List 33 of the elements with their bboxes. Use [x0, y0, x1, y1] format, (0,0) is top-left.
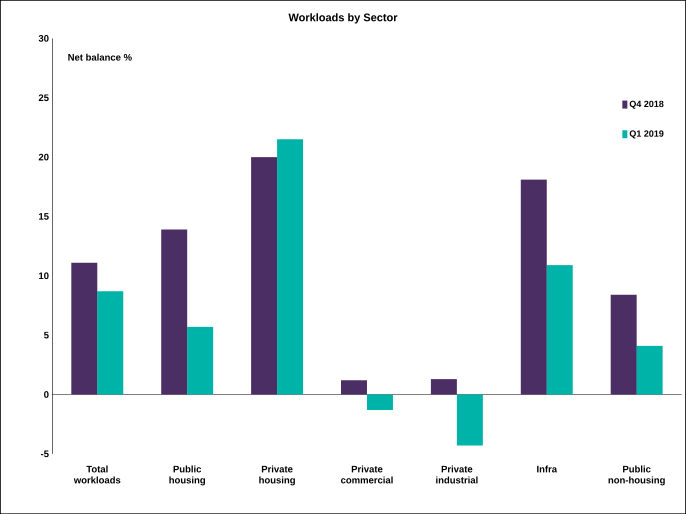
legend-label: Q1 2019 — [630, 130, 664, 138]
chart-title: Workloads by Sector — [288, 13, 398, 24]
y-tick-label: 20 — [38, 154, 49, 160]
bar — [366, 394, 393, 410]
x-tick-label: Private housing — [259, 465, 295, 486]
bar — [520, 180, 547, 394]
bar — [546, 265, 573, 394]
y-tick-label: 30 — [38, 34, 49, 42]
bar — [341, 380, 367, 394]
bar — [187, 326, 214, 394]
bar — [610, 294, 637, 394]
x-tick-label: Public non-housing — [608, 465, 665, 486]
y-tick-label: 5 — [44, 332, 49, 338]
y-tick-label: -5 — [40, 450, 49, 458]
y-tick-label: 25 — [38, 94, 49, 101]
bar — [636, 346, 663, 394]
bar — [277, 139, 304, 394]
y-tick-label: 15 — [39, 213, 49, 220]
y-axis-title: Net balance % — [68, 54, 132, 61]
y-tick-label: 0 — [44, 391, 49, 398]
x-tick-label: Public housing — [169, 465, 206, 486]
x-tick-label: Private commercial — [340, 465, 393, 484]
legend-label: Q4 2018 — [630, 100, 664, 109]
x-tick-label: Total workloads — [74, 465, 120, 484]
bar — [430, 378, 457, 394]
x-tick-label: Infra — [537, 465, 558, 472]
y-tick-label: 10 — [39, 272, 49, 280]
bar — [97, 291, 124, 394]
bar — [251, 156, 278, 394]
x-tick-label: Private industrial — [436, 465, 478, 484]
bar — [456, 394, 483, 446]
bar — [161, 229, 188, 394]
bar — [71, 262, 98, 394]
